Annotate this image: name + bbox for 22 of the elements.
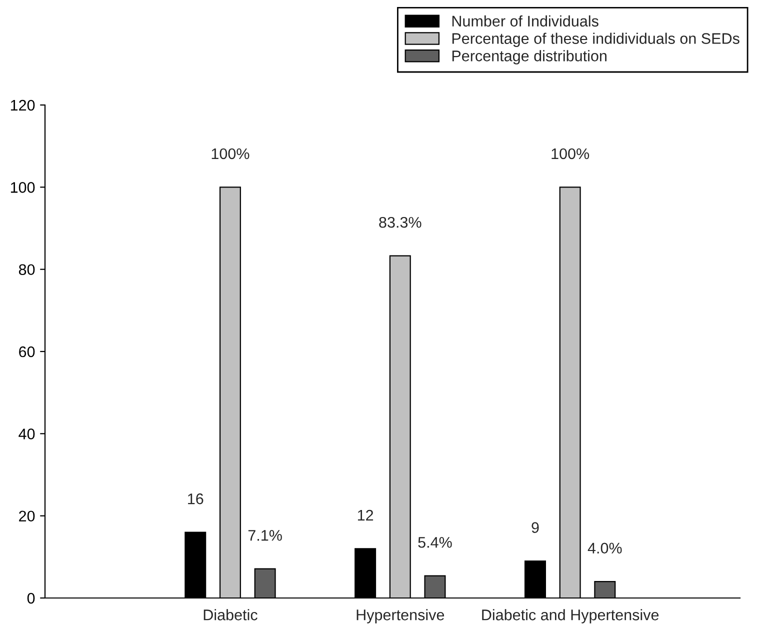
data-label: 16 [188, 493, 204, 504]
x-tick-label: Diabetic [204, 609, 258, 620]
y-tick-label: 100 [10, 182, 35, 193]
y-tick-label: 60 [19, 346, 35, 358]
y-tick-label: 40 [18, 428, 35, 440]
data-label: 100% [212, 148, 250, 160]
legend-label: Percentage distribution [452, 50, 606, 64]
legend-label: Percentage of these indidividuals on SEDs [452, 32, 740, 47]
data-label: 9 [532, 522, 539, 534]
data-label: 5.4% [418, 537, 452, 548]
data-label: 4.0% [588, 542, 622, 554]
x-tick-label: Diabetic and Hypertensive [482, 609, 659, 624]
legend-label: Number of Individuals [452, 15, 598, 27]
y-tick-label: 120 [10, 100, 35, 111]
data-label: 100% [552, 148, 590, 160]
x-tick-label: Hypertensive [356, 609, 444, 624]
data-label: 7.1% [248, 530, 282, 541]
data-label: 12 [358, 510, 374, 521]
y-tick-label: 20 [19, 510, 35, 522]
data-label: 83.3% [379, 216, 422, 228]
y-tick-label: 0 [27, 592, 35, 604]
y-tick-label: 80 [18, 264, 35, 276]
